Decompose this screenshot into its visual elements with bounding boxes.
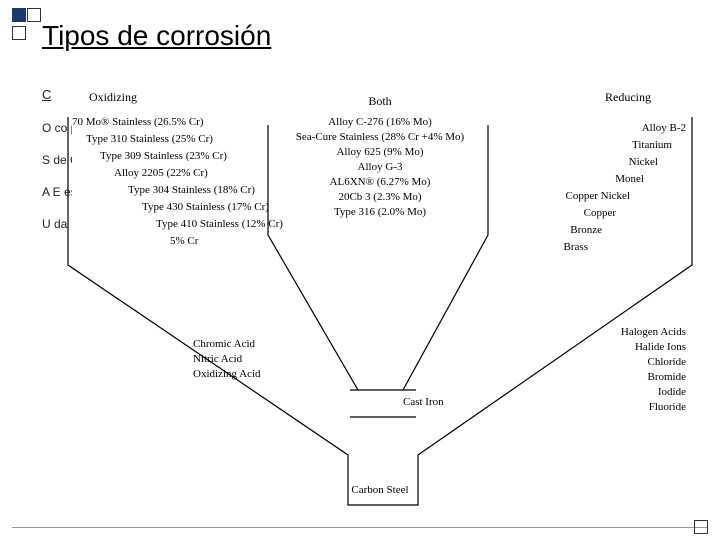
svg-text:Copper Nickel: Copper Nickel	[566, 190, 630, 202]
svg-text:Iodide: Iodide	[658, 386, 686, 398]
footer-rule	[12, 527, 708, 528]
svg-text:Halide Ions: Halide Ions	[635, 341, 686, 353]
svg-text:Halogen Acids: Halogen Acids	[621, 326, 686, 338]
svg-text:Type 309 Stainless (23% Cr): Type 309 Stainless (23% Cr)	[100, 150, 227, 162]
svg-text:Nitric Acid: Nitric Acid	[193, 353, 243, 365]
svg-text:20Cb 3 (2.3% Mo): 20Cb 3 (2.3% Mo)	[338, 191, 421, 203]
svg-text:Titanium: Titanium	[632, 139, 672, 151]
svg-text:Carbon Steel: Carbon Steel	[351, 484, 408, 496]
svg-text:Both: Both	[368, 94, 391, 108]
svg-text:Type 310 Stainless (25% Cr): Type 310 Stainless (25% Cr)	[86, 133, 213, 145]
svg-text:Alloy C-276 (16% Mo): Alloy C-276 (16% Mo)	[328, 116, 432, 128]
svg-text:Nickel: Nickel	[629, 156, 658, 168]
svg-text:Fluoride: Fluoride	[649, 401, 686, 413]
svg-text:Alloy G-3: Alloy G-3	[358, 161, 403, 173]
footer-square	[694, 520, 708, 534]
svg-text:Type 304 Stainless (18% Cr): Type 304 Stainless (18% Cr)	[128, 184, 255, 196]
svg-text:Chromic Acid: Chromic Acid	[193, 338, 256, 350]
svg-text:Oxidizing: Oxidizing	[89, 90, 137, 104]
svg-text:Sea-Cure Stainless (28% Cr +4%: Sea-Cure Stainless (28% Cr +4% Mo)	[296, 131, 465, 143]
svg-text:70 Mo® Stainless (26.5% Cr): 70 Mo® Stainless (26.5% Cr)	[72, 116, 204, 128]
svg-text:Bronze: Bronze	[570, 224, 602, 236]
svg-text:Monel: Monel	[615, 173, 644, 185]
svg-text:Chloride: Chloride	[648, 356, 687, 368]
svg-text:Alloy B-2: Alloy B-2	[642, 122, 686, 134]
svg-text:Type 430 Stainless (17% Cr): Type 430 Stainless (17% Cr)	[142, 201, 269, 213]
svg-text:Alloy 625 (9% Mo): Alloy 625 (9% Mo)	[336, 146, 423, 158]
svg-text:Cast Iron: Cast Iron	[403, 396, 444, 408]
isocorrosion-funnel-diagram: Oxidizing Both Reducing 70 Mo® Stainless (…	[58, 85, 698, 515]
page-title: Tipos de corrosión	[42, 20, 271, 51]
svg-text:Type 316 (2.0% Mo): Type 316 (2.0% Mo)	[334, 206, 426, 218]
svg-text:Type 410 Stainless (12% Cr): Type 410 Stainless (12% Cr)	[156, 218, 283, 230]
svg-text:Brass: Brass	[564, 241, 588, 253]
svg-text:Copper: Copper	[584, 207, 617, 219]
svg-text:Alloy 2205 (22% Cr): Alloy 2205 (22% Cr)	[114, 167, 208, 179]
svg-text:5% Cr: 5% Cr	[170, 235, 199, 247]
svg-text:AL6XN® (6.27% Mo): AL6XN® (6.27% Mo)	[330, 176, 431, 188]
decor-squares	[12, 8, 42, 44]
svg-text:Bromide: Bromide	[648, 371, 687, 383]
svg-text:Oxidizing Acid: Oxidizing Acid	[193, 368, 261, 380]
svg-text:Reducing: Reducing	[605, 90, 651, 104]
